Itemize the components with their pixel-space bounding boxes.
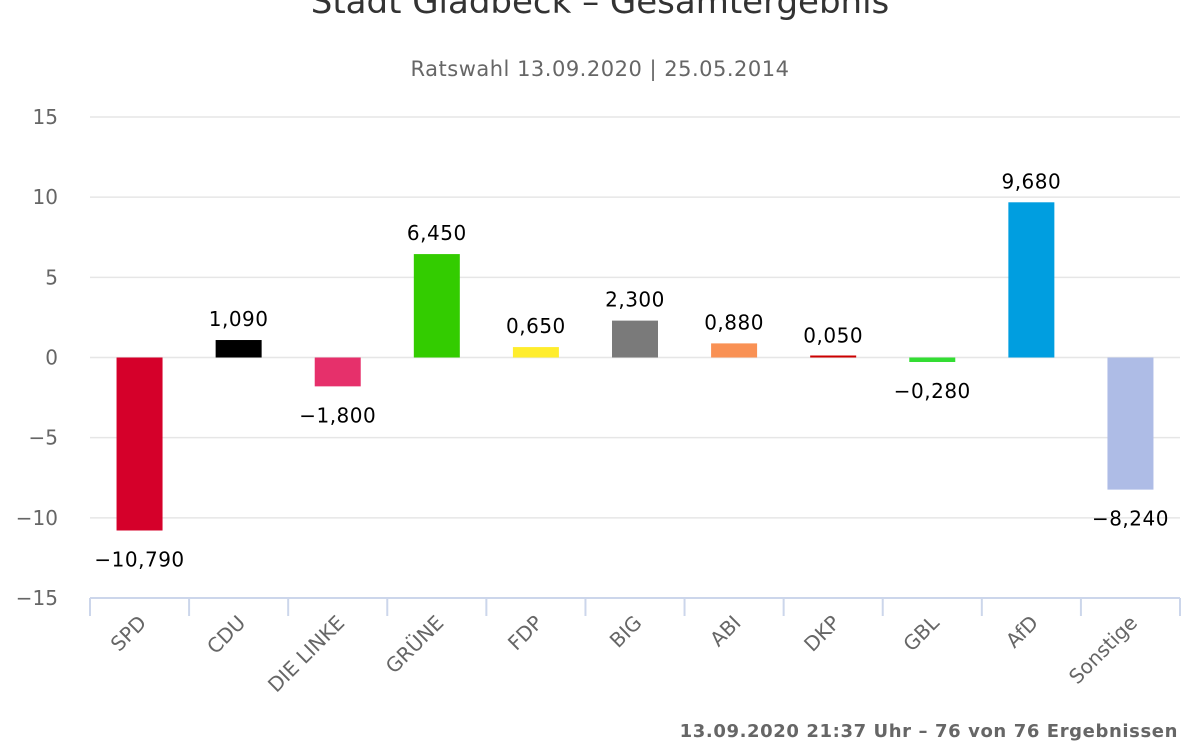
data-label: 9,680 [1001,169,1061,193]
category-label: GBL [898,610,944,656]
category-labels: SPD CDU DIE LINKE GRÜNE FDP BIG ABI DKP GBL AfD So… [106,610,1142,697]
chart-subtitle: Ratswahl 13.09.2020 | 25.05.2014 [410,57,790,81]
y-tick-label: −15 [16,586,58,610]
data-label: −10,790 [94,547,184,571]
bar-sonstige[interactable] [1107,357,1154,490]
category-label: ABI [705,611,746,652]
category-label: DKP [799,611,845,657]
data-label: 6,450 [407,221,467,245]
footer-credit: 13.09.2020 21:37 Uhr – 76 von 76 Ergebni… [679,721,1178,742]
chart-title: Stadt Gladbeck – Gesamtergebnis [310,0,890,22]
category-label: AfD [1001,611,1043,653]
y-axis-ticks: 15 10 5 0 −5 −10 −15 [16,105,58,610]
category-label: SPD [106,611,151,656]
bar-dkp[interactable] [810,355,857,358]
bar-abi[interactable] [711,343,758,358]
data-label: 1,090 [209,307,269,331]
data-label: −1,800 [299,403,376,427]
data-label: 0,880 [704,310,764,334]
data-label: −0,280 [894,379,971,403]
category-label: BIG [605,611,647,653]
data-label: 2,300 [605,288,665,312]
y-tick-label: −10 [16,506,58,530]
bar-gruene[interactable] [413,254,460,358]
bars [116,202,1154,531]
category-label: Sonstige [1064,611,1142,689]
bar-cdu[interactable] [215,340,262,358]
x-axis [89,597,1181,616]
bar-gbl[interactable] [909,357,956,362]
bar-fdp[interactable] [512,347,559,358]
category-label: DIE LINKE [263,611,349,697]
bar-afd[interactable] [1008,202,1055,358]
bar-spd[interactable] [116,357,163,531]
bar-die-linke[interactable] [314,357,361,387]
category-label: GRÜNE [381,611,449,679]
y-tick-label: 0 [45,346,58,370]
bar-big[interactable] [612,320,658,358]
category-label: CDU [202,611,250,659]
data-labels: −10,790 1,090 −1,800 6,450 0,650 2,300 0,880 0,… [94,169,1169,571]
y-tick-label: 10 [33,185,58,209]
data-label: 0,050 [803,324,863,348]
y-tick-label: −5 [29,426,58,450]
data-label: −8,240 [1092,507,1169,531]
data-label: 0,650 [506,314,566,338]
y-tick-label: 5 [45,265,58,289]
y-tick-label: 15 [33,105,58,129]
category-label: FDP [503,611,548,656]
